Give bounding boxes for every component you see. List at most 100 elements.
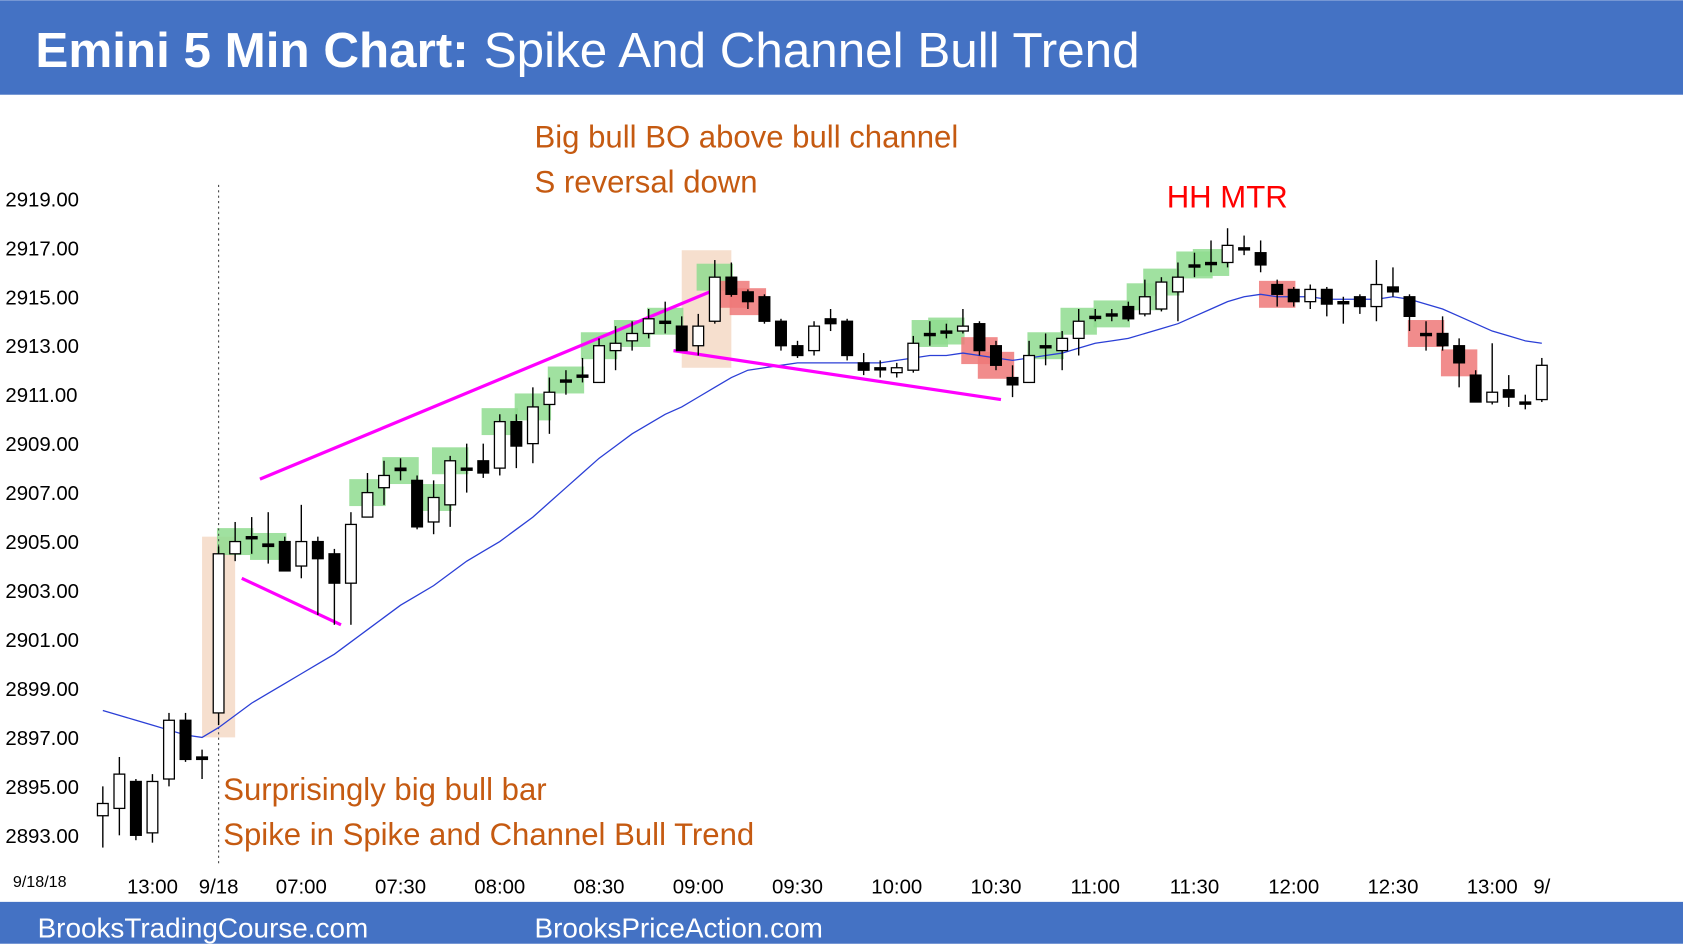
y-tick-label: 2913.00 [5, 336, 79, 358]
candle-body [1254, 252, 1267, 266]
candle-body [1089, 315, 1102, 320]
candle-body [1337, 301, 1350, 305]
candle-body [824, 318, 837, 325]
x-tick-label: 10:00 [871, 876, 922, 898]
candle-body [1205, 261, 1218, 266]
x-tick-label: 11:00 [1070, 876, 1119, 898]
candle-body [659, 320, 672, 325]
candle-body [427, 496, 440, 523]
x-tick-label: 13:00 [127, 876, 178, 898]
ema-line [102, 293, 1542, 739]
x-tick-label: 09:30 [772, 876, 823, 898]
footer-text: BrooksTradingCourse.com [38, 912, 369, 943]
candle-body [162, 719, 175, 780]
y-tick-label: 2911.00 [5, 385, 77, 407]
candle-body [1287, 288, 1300, 303]
candle-body [510, 420, 523, 447]
annotation: S reversal down [535, 164, 758, 199]
candle-body [411, 479, 424, 528]
footer-text: BrooksPriceAction.com [535, 912, 823, 943]
candle-body [262, 543, 275, 548]
candle-body [444, 460, 457, 506]
candle-body [791, 345, 804, 357]
y-tick-label: 2903.00 [5, 581, 79, 603]
trendline [241, 576, 342, 627]
candle-body [626, 332, 639, 342]
annotation: Big bull BO above bull channel [535, 119, 959, 154]
y-tick-label: 2899.00 [5, 679, 79, 701]
candle-body [328, 553, 341, 584]
candle-body [841, 320, 854, 357]
candle-body [113, 773, 126, 810]
candle-body [576, 374, 589, 378]
candle-body [1056, 337, 1069, 352]
x-tick-label: 12:30 [1367, 876, 1418, 898]
candle-body [1320, 288, 1333, 305]
title-bar [0, 0, 1683, 95]
candle-body [295, 540, 308, 567]
candle-body [857, 362, 870, 371]
candle-body [1370, 283, 1383, 308]
x-tick-label: 10:30 [970, 876, 1021, 898]
annotation: HH MTR [1167, 179, 1288, 214]
candle-body [1122, 305, 1135, 320]
candle-body [146, 780, 159, 834]
date-label: 9/18/18 [13, 873, 67, 891]
candle-body [543, 391, 556, 406]
candle-body [741, 291, 754, 303]
candle-body [245, 536, 258, 540]
annotation: Surprisingly big bull bar [223, 772, 546, 807]
candle-body [344, 523, 357, 584]
candle-body [559, 379, 572, 383]
x-tick-label: 08:30 [574, 876, 625, 898]
plot-area: 2893.00 2895.00 2897.00 2899.00 2901.00 2903.… [5, 184, 1551, 898]
candle-body [1386, 286, 1399, 293]
candle-body [890, 367, 903, 374]
title-bold: Emini 5 Min Chart: [35, 23, 468, 78]
candle-body [808, 325, 821, 352]
candle-body [973, 323, 986, 352]
x-tick-label: 08:00 [474, 876, 525, 898]
y-tick-label: 2907.00 [5, 483, 79, 505]
x-tick-label: 13:00 [1467, 876, 1518, 898]
x-tick-label: 07:00 [276, 876, 327, 898]
x-tick-label: 9/ [1533, 876, 1550, 898]
candle-body [1023, 354, 1036, 384]
candle-body [907, 342, 920, 371]
candle-body [377, 474, 391, 489]
title-rest: Spike And Channel Bull Trend [484, 23, 1140, 78]
candle-body [692, 325, 705, 347]
candle-body [989, 345, 1003, 366]
candle-body [1006, 376, 1019, 386]
candle-body [1519, 401, 1532, 405]
candle-body [1486, 391, 1499, 403]
footer-bar [0, 901, 1683, 944]
candle-body [593, 345, 606, 384]
x-tick-label: 12:00 [1268, 876, 1319, 898]
y-tick-label: 2915.00 [5, 287, 79, 309]
candle-body [1304, 288, 1317, 303]
candle-body [1105, 313, 1118, 317]
candle-body [526, 406, 539, 445]
candle-body [1420, 332, 1433, 337]
candle-body [1271, 283, 1284, 295]
candle-body [212, 553, 225, 714]
candle-body [179, 719, 192, 761]
y-tick-label: 2901.00 [5, 630, 79, 652]
y-tick-label: 2919.00 [5, 189, 79, 211]
y-tick-label: 2897.00 [5, 728, 79, 750]
candle-body [1171, 276, 1184, 293]
annotation: Spike in Spike and Channel Bull Trend [223, 817, 754, 852]
candle-body [394, 467, 407, 472]
candle-body [1188, 264, 1201, 268]
candle-body [196, 756, 209, 761]
candle-body [1403, 296, 1416, 317]
candle-body [1535, 364, 1548, 401]
y-tick-label: 2909.00 [5, 434, 79, 456]
candle-body [609, 342, 622, 352]
candle-body [96, 802, 109, 817]
x-tick-label: 09:00 [673, 876, 724, 898]
candle-body [1155, 281, 1168, 310]
candle-body [1453, 345, 1466, 364]
